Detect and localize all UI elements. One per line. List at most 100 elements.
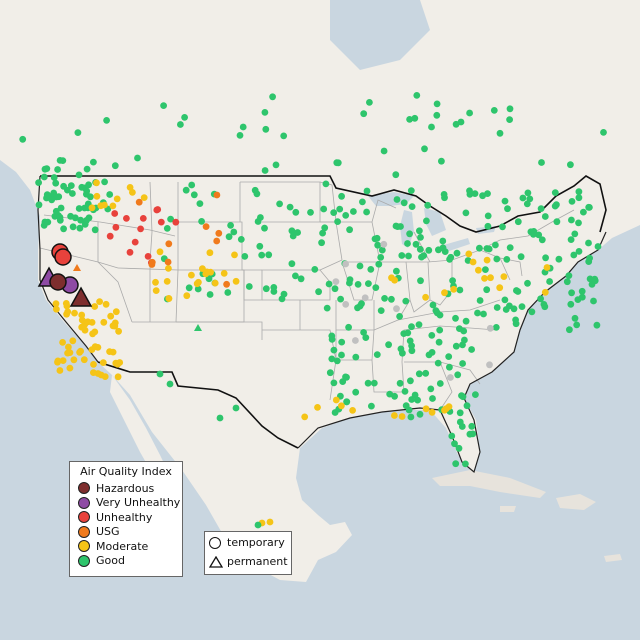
monitor-type-legend: temporary permanent — [204, 531, 292, 575]
station-point — [111, 162, 119, 170]
station-point — [183, 292, 191, 300]
station-point — [237, 236, 245, 243]
station-point — [177, 121, 184, 128]
station-point — [528, 308, 536, 316]
station-point — [501, 197, 509, 205]
station-point — [526, 195, 534, 203]
station-point — [411, 114, 419, 122]
station-point — [346, 226, 353, 234]
station-point — [286, 203, 294, 211]
station-point — [196, 200, 204, 208]
legend-item-very-unhealthy: Very Unhealthy — [70, 496, 182, 511]
station-point — [567, 161, 574, 169]
station-point — [56, 213, 64, 221]
station-point — [496, 129, 504, 137]
station-point — [392, 222, 400, 230]
legend-swatch-moderate — [78, 540, 90, 553]
station-point — [54, 166, 61, 173]
station-triangle-large — [69, 286, 93, 307]
station-point — [411, 391, 419, 399]
station-point — [374, 241, 382, 249]
station-point — [421, 145, 428, 153]
station-point — [537, 295, 544, 303]
station-point — [461, 336, 468, 344]
country-borders — [40, 175, 607, 449]
station-point — [307, 209, 314, 216]
station-point — [262, 125, 270, 133]
station-point — [417, 234, 424, 241]
station-point — [90, 369, 97, 376]
station-point — [102, 300, 110, 308]
station-point — [75, 171, 83, 179]
station-point — [338, 402, 345, 410]
station-point — [325, 280, 333, 288]
station-point — [352, 337, 359, 344]
station-point — [428, 332, 436, 339]
station-point — [600, 129, 607, 136]
station-point — [115, 327, 122, 335]
station-point — [466, 109, 473, 117]
station-point — [140, 194, 148, 202]
station-point — [447, 374, 454, 381]
station-point — [424, 201, 432, 209]
station-point — [232, 404, 240, 412]
legend-item-usg: USG — [70, 525, 182, 540]
legend-swatch-good — [78, 554, 90, 567]
legend-item-unhealthy: Unhealthy — [70, 510, 182, 525]
station-point — [338, 351, 345, 359]
station-point — [194, 285, 202, 293]
station-point — [555, 255, 563, 263]
station-point — [441, 289, 448, 297]
station-point — [165, 295, 173, 302]
station-point — [52, 300, 60, 307]
station-point — [227, 222, 235, 229]
station-point — [506, 244, 514, 252]
station-point — [225, 233, 233, 241]
station-point — [88, 319, 96, 326]
station-point — [360, 110, 368, 118]
station-point — [567, 300, 575, 308]
station-point — [330, 379, 338, 387]
station-point — [148, 258, 156, 266]
station-point — [423, 217, 430, 225]
station-point — [385, 341, 392, 349]
station-point — [462, 209, 470, 217]
station-point — [585, 203, 593, 211]
station-point — [445, 353, 453, 360]
station-point — [546, 278, 553, 285]
station-point — [538, 159, 545, 166]
station-point — [103, 117, 110, 124]
station-point — [75, 205, 83, 212]
station-point — [41, 218, 49, 226]
station-point — [54, 357, 62, 365]
station-point — [436, 311, 444, 319]
station-point — [398, 413, 406, 420]
station-point — [393, 267, 400, 275]
station-point — [501, 296, 509, 304]
station-point — [326, 369, 334, 377]
station-point — [352, 353, 360, 361]
station-point — [485, 245, 493, 253]
station-point — [506, 105, 514, 113]
station-point — [70, 356, 78, 364]
station-point — [215, 229, 223, 237]
station-point — [542, 254, 549, 262]
station-point — [206, 249, 214, 257]
station-point — [52, 207, 60, 215]
station-point — [377, 307, 385, 314]
station-point — [78, 311, 86, 319]
station-point — [368, 402, 375, 410]
station-point — [415, 370, 423, 378]
station-point-large — [54, 248, 72, 266]
station-point — [405, 252, 412, 260]
station-point — [499, 223, 506, 231]
station-point — [404, 329, 412, 337]
station-point — [593, 321, 601, 329]
station-point — [563, 278, 571, 286]
station-point — [320, 205, 328, 213]
station-point — [475, 266, 482, 274]
station-point — [188, 271, 195, 279]
station-point — [91, 343, 99, 351]
station-point — [342, 212, 350, 219]
station-point — [524, 279, 531, 287]
